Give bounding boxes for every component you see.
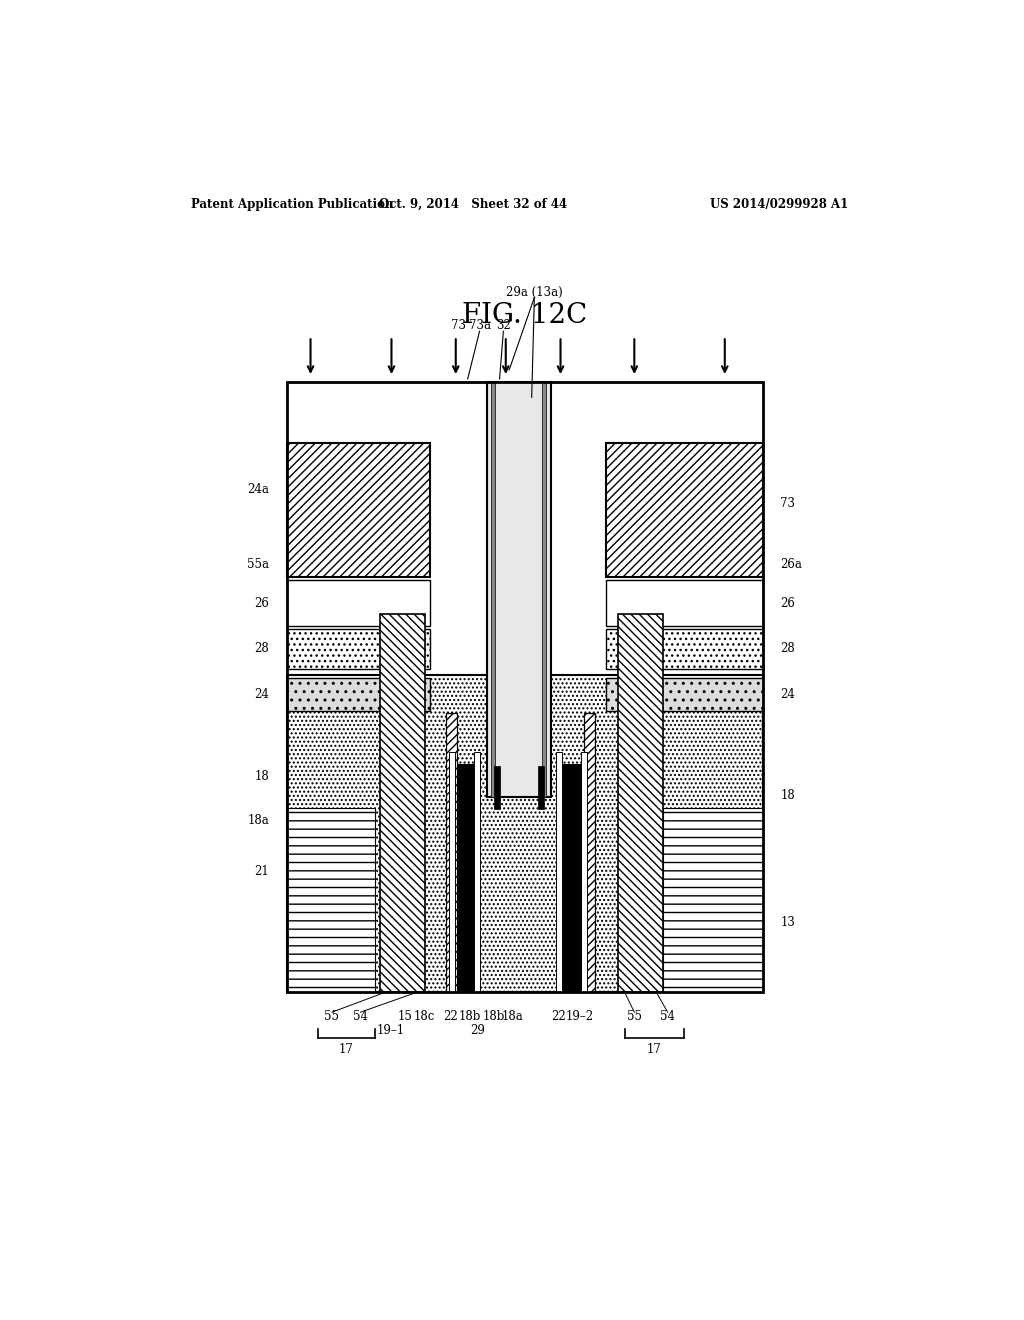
Text: 13: 13 [780, 916, 796, 928]
Bar [606, 677, 763, 711]
Bar [606, 444, 763, 577]
Text: FIG. 12C: FIG. 12C [462, 302, 588, 330]
Text: 26: 26 [780, 597, 796, 610]
Bar [287, 675, 763, 991]
Bar [446, 713, 457, 991]
Text: 21: 21 [255, 865, 269, 878]
Bar [287, 444, 430, 577]
Bar [543, 381, 546, 797]
Text: 22: 22 [551, 1010, 565, 1023]
Text: 17: 17 [647, 1043, 662, 1056]
Bar [287, 581, 430, 626]
Text: 54: 54 [353, 1010, 368, 1023]
Bar [617, 614, 663, 991]
Bar [492, 381, 496, 797]
Bar [287, 381, 763, 991]
Text: US 2014/0299928 A1: US 2014/0299928 A1 [710, 198, 848, 211]
Text: 28: 28 [255, 643, 269, 655]
Text: Oct. 9, 2014   Sheet 32 of 44: Oct. 9, 2014 Sheet 32 of 44 [379, 198, 567, 211]
Text: 26: 26 [254, 597, 269, 610]
Bar [563, 763, 581, 991]
Bar [606, 630, 763, 669]
Text: 18: 18 [780, 789, 795, 801]
Bar [494, 766, 500, 809]
Text: 73: 73 [780, 496, 796, 510]
Text: 73: 73 [451, 319, 466, 333]
Text: 29a (13a): 29a (13a) [506, 285, 563, 298]
Text: 15: 15 [397, 1010, 413, 1023]
Bar [287, 630, 430, 669]
Text: 73a: 73a [469, 319, 490, 333]
Text: 55: 55 [627, 1010, 642, 1023]
Bar [474, 752, 479, 991]
Text: 32: 32 [496, 319, 511, 333]
Text: 18b: 18b [482, 1010, 505, 1023]
Text: 24: 24 [254, 688, 269, 701]
Text: 26a: 26a [780, 558, 802, 572]
Bar [486, 381, 551, 797]
Bar [585, 713, 595, 991]
Bar [606, 581, 763, 626]
Text: 22: 22 [443, 1010, 459, 1023]
Bar [287, 808, 375, 991]
Text: 18b: 18b [459, 1010, 481, 1023]
Text: 17: 17 [339, 1043, 353, 1056]
Text: 18c: 18c [414, 1010, 435, 1023]
Bar [663, 808, 763, 991]
Bar [380, 614, 425, 991]
Bar [456, 763, 474, 991]
Text: 19–1: 19–1 [377, 1024, 404, 1038]
Text: 18a: 18a [502, 1010, 523, 1023]
Bar [539, 766, 544, 809]
Text: 18a: 18a [248, 814, 269, 828]
Text: Patent Application Publication: Patent Application Publication [191, 198, 394, 211]
Text: 55a: 55a [247, 558, 269, 572]
Text: 24a: 24a [248, 483, 269, 496]
Bar [450, 752, 455, 991]
Text: 19–2: 19–2 [565, 1010, 594, 1023]
Bar [556, 752, 562, 991]
Text: 29: 29 [470, 1024, 484, 1038]
Text: 18: 18 [255, 770, 269, 783]
Bar [287, 677, 430, 711]
Bar [581, 752, 587, 991]
Text: 54: 54 [660, 1010, 675, 1023]
Text: 55: 55 [325, 1010, 339, 1023]
Text: 28: 28 [780, 643, 795, 655]
Text: 24: 24 [780, 688, 796, 701]
